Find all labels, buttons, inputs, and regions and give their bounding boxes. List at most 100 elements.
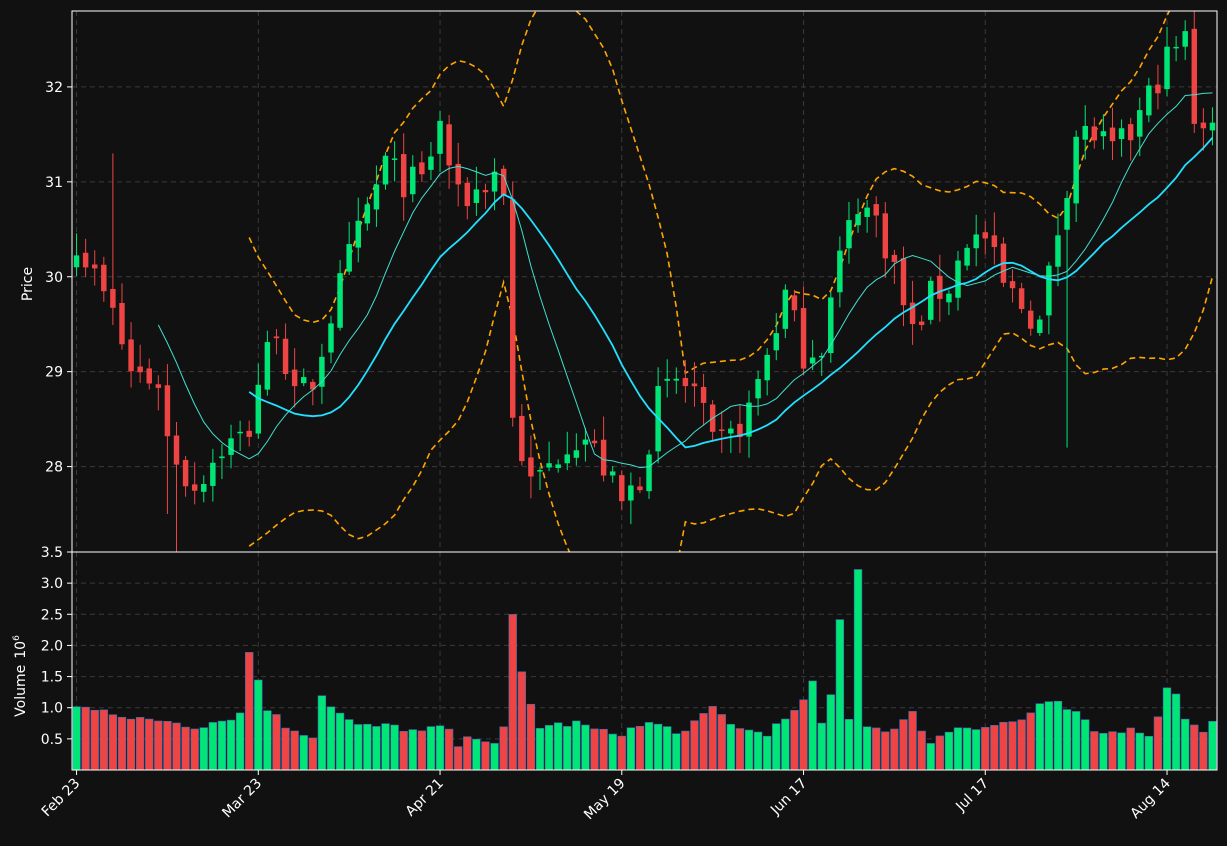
candle-body <box>637 486 643 491</box>
candle <box>964 244 970 271</box>
candle-body <box>1018 288 1025 309</box>
volume-bar <box>1162 687 1172 771</box>
candle-body <box>609 471 616 476</box>
candle <box>382 152 389 190</box>
candle <box>546 441 552 472</box>
volume-bar <box>381 723 390 771</box>
candle <box>882 201 889 278</box>
volume-bar <box>663 726 672 771</box>
volume-bar <box>672 733 681 771</box>
candle <box>891 249 898 285</box>
candle <box>1191 11 1198 133</box>
candle-body <box>1191 28 1198 124</box>
volume-bar <box>1099 733 1108 771</box>
candle-body <box>673 378 680 381</box>
volume-bar <box>263 710 272 771</box>
candle <box>818 352 825 376</box>
candle <box>301 368 307 387</box>
volume-bar <box>108 714 118 771</box>
candle <box>746 390 752 458</box>
candle-body <box>864 207 870 217</box>
volume-bar <box>90 709 99 771</box>
candle-body <box>1091 126 1098 141</box>
candle <box>573 433 580 466</box>
volume-ytick-label: 1.0 <box>41 701 63 717</box>
volume-bar <box>544 725 554 771</box>
candle-body <box>237 431 243 434</box>
volume-bar <box>772 723 781 771</box>
volume-bar <box>454 746 463 771</box>
volume-bar <box>899 719 908 771</box>
ma-slow-line <box>248 137 1214 449</box>
candle <box>1100 114 1107 150</box>
candle-body <box>1109 127 1116 142</box>
candle-body <box>210 462 216 486</box>
candle-body <box>219 456 225 459</box>
volume-bar <box>390 724 399 771</box>
candle-body <box>900 258 907 306</box>
candle-body <box>82 252 89 268</box>
candle <box>110 153 116 325</box>
candle-body <box>173 435 180 465</box>
candle-body <box>764 354 770 381</box>
volume-bar <box>345 719 354 771</box>
candle-body <box>546 463 552 468</box>
candle <box>1037 315 1043 336</box>
volume-bar <box>926 743 935 771</box>
volume-bar <box>163 721 172 771</box>
candle <box>337 260 343 331</box>
candle <box>437 111 443 172</box>
candle <box>1109 107 1116 160</box>
volume-bar <box>1190 724 1199 771</box>
candle <box>219 444 225 480</box>
candle-body <box>164 385 171 437</box>
candle <box>691 362 698 407</box>
volume-y-label-base: 10 <box>13 641 29 659</box>
candle <box>373 165 380 227</box>
candle-body <box>1064 198 1070 230</box>
candle-body <box>1182 31 1188 47</box>
volume-bar <box>853 569 863 771</box>
candle-body <box>473 189 480 203</box>
volume-bar <box>972 729 981 771</box>
candle-body <box>119 303 125 345</box>
volume-bar <box>499 726 508 771</box>
candle-body <box>364 204 371 224</box>
lower-band-line <box>248 276 1214 552</box>
volume-bar <box>781 718 790 771</box>
candle-body <box>991 235 998 248</box>
candle-body <box>773 333 779 351</box>
volume-bar <box>653 723 663 771</box>
volume-bar <box>835 619 845 771</box>
candle-body <box>973 234 979 249</box>
candle-body <box>955 260 961 298</box>
candle-body <box>1127 124 1134 141</box>
candle <box>273 328 280 355</box>
volume-bar <box>126 718 136 771</box>
volume-bar <box>417 730 427 771</box>
volume-bar <box>1171 693 1181 771</box>
candle-body <box>191 484 198 491</box>
candle-body <box>564 454 570 464</box>
candle <box>182 455 189 497</box>
candle <box>600 416 607 482</box>
candle-body <box>1073 136 1079 204</box>
candle-body <box>1173 46 1179 49</box>
candle-body <box>1146 85 1152 116</box>
candle-body <box>73 255 80 268</box>
candle-body <box>182 459 189 487</box>
candle <box>955 250 961 311</box>
price-ytick-label: 30 <box>45 270 63 286</box>
candle-body <box>719 429 725 431</box>
candle <box>473 166 480 216</box>
volume-bar <box>881 731 890 771</box>
candle-body <box>928 280 934 320</box>
volume-bar <box>117 716 127 771</box>
volume-bar <box>635 725 645 771</box>
candle <box>255 363 262 439</box>
candle-body <box>555 464 561 469</box>
candle-body <box>337 273 343 328</box>
candle-body <box>582 439 589 445</box>
candle-body <box>1137 110 1143 137</box>
